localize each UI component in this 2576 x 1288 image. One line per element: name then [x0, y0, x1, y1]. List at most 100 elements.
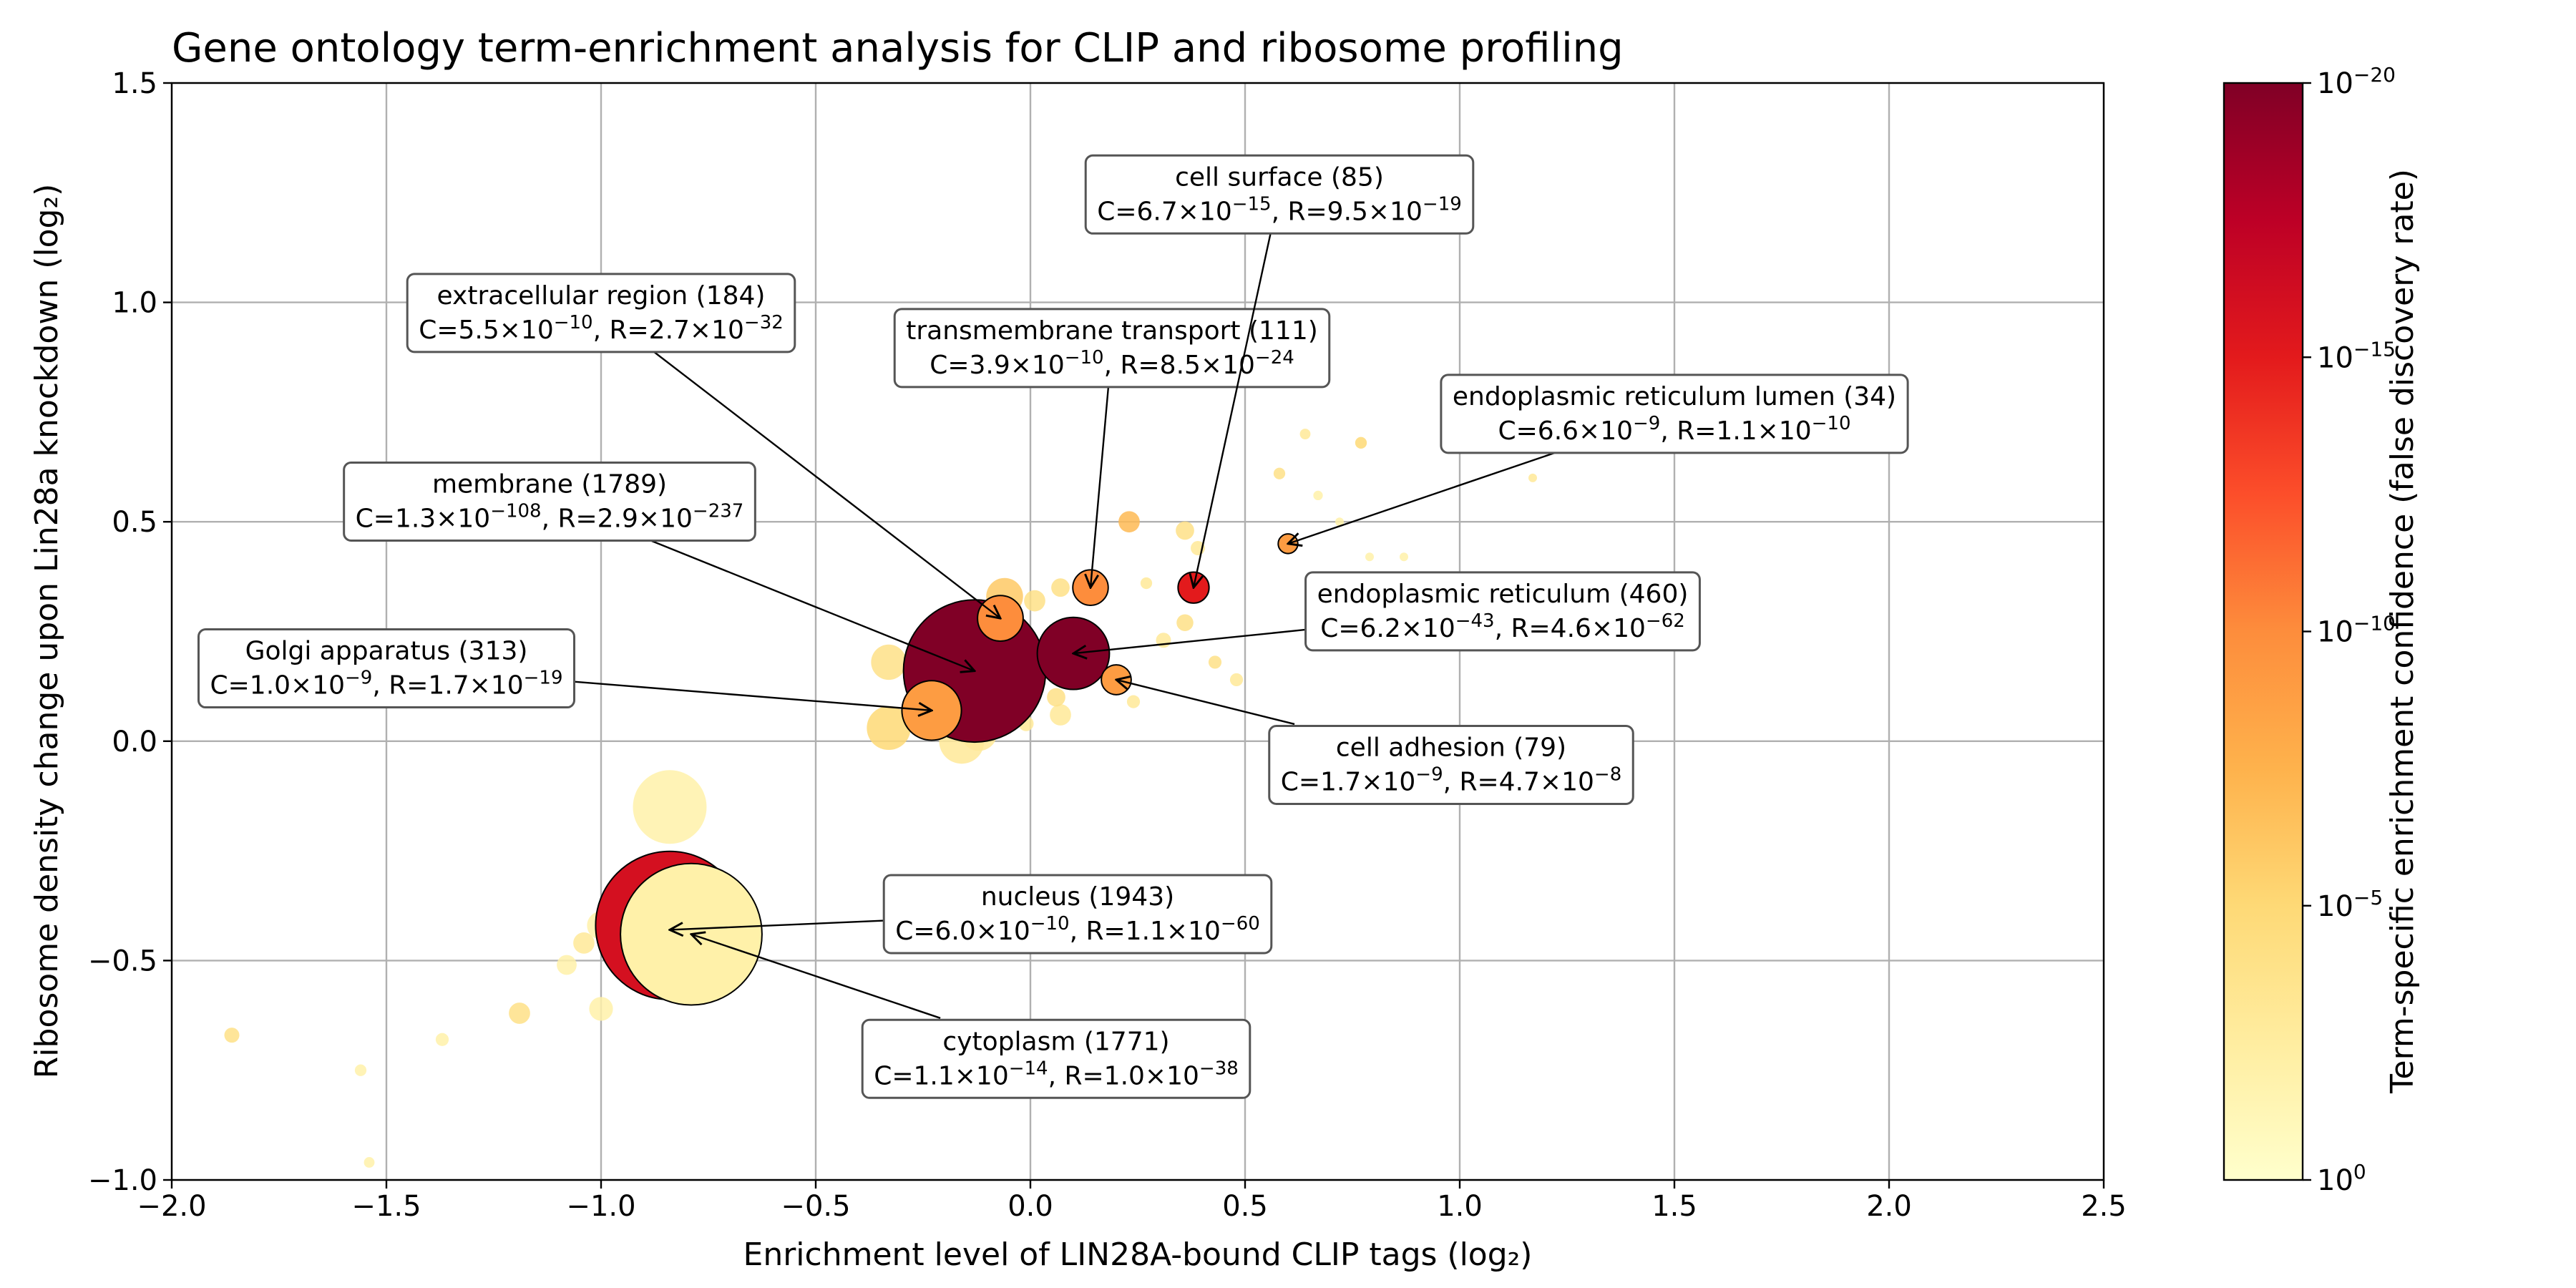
term-point — [1335, 517, 1344, 527]
term-point — [354, 1064, 367, 1076]
annotation-exponent: −108 — [490, 501, 541, 522]
annotation-arrow — [651, 349, 1000, 618]
y-tick-label: 0.0 — [112, 726, 157, 758]
term-point — [224, 1028, 240, 1043]
annotation-exponent: −43 — [1455, 610, 1495, 632]
annotation-box — [1084, 154, 1475, 235]
y-tick-label: 1.0 — [112, 287, 157, 320]
annotation: endoplasmic reticulum lumen (34)C=6.6×10… — [1288, 374, 1909, 544]
annotation: Golgi apparatus (313)C=1.0×10−9, R=1.7×1… — [197, 628, 932, 711]
x-axis-ticks: −2.0 −1.5 −1.0 −0.5 0.0 0.5 1.0 1.5 2.0 2.5 — [137, 1180, 2127, 1223]
annotation-values: C=1.7×10−9, R=4.7×10−8 — [1281, 763, 1621, 796]
annotation: cytoplasm (1771)C=1.1×10−14, R=1.0×10−38 — [691, 935, 1252, 1099]
annotation-box — [197, 628, 576, 709]
annotation-box — [406, 273, 796, 353]
annotation-arrow — [1091, 385, 1110, 587]
term-point — [1229, 673, 1244, 687]
annotation: nucleus (1943) C=6.0×10−10, R=1.1×10−60 — [670, 874, 1273, 955]
term-point — [867, 706, 911, 751]
annotation-exponent: −15 — [1232, 193, 1272, 215]
annotation-box — [882, 874, 1273, 955]
colorbar-tick-exponent: −10 — [2353, 612, 2396, 635]
plot-frame — [170, 82, 2105, 1181]
x-tick-label: 2.5 — [2081, 1190, 2127, 1223]
annotation-mantissa: C=1.7×10 — [1281, 767, 1416, 796]
y-axis-ticks: −1.0 −0.5 0.0 0.5 1.0 1.5 — [88, 67, 172, 1197]
annotation-term: cytoplasm (1771) — [942, 1027, 1169, 1056]
annotation: cell adhesion (79)C=1.7×10−9, R=4.7×10−8 — [1116, 680, 1634, 805]
annotation-term: membrane (1789) — [432, 470, 667, 499]
annotation-mantissa: C=1.1×10 — [874, 1061, 1009, 1091]
annotation: membrane (1789) C=1.3×10−108, R=2.9×10−23… — [343, 462, 975, 671]
annotation-values: C=6.7×10−15, R=9.5×10−19 — [1097, 193, 1462, 226]
term-point — [1051, 578, 1070, 597]
annotation-box — [861, 1018, 1252, 1099]
x-tick-label: 0.0 — [1008, 1190, 1053, 1223]
term-point — [1176, 614, 1194, 631]
term-point — [589, 997, 613, 1021]
annotation-exponent: −9 — [1415, 763, 1443, 785]
annotation-mantissa: C=1.3×10 — [356, 504, 491, 534]
term-point — [871, 644, 907, 680]
annotation-mantissa: , R=1.1×10 — [1070, 917, 1221, 946]
annotation-exponent: −9 — [345, 668, 372, 689]
annotation-exponent: −38 — [1199, 1058, 1239, 1079]
term-point — [435, 1033, 449, 1046]
colorbar-tick-base: 10 — [2317, 890, 2353, 923]
annotation-box — [1440, 374, 1909, 454]
annotation-exponent: −62 — [1646, 610, 1685, 632]
y-tick-label: −1.0 — [88, 1164, 157, 1197]
colorbar-tick-base: 10 — [2317, 1164, 2353, 1197]
x-tick-label: −2.0 — [137, 1190, 206, 1223]
annotation-arrow — [1073, 628, 1306, 653]
annotation-mantissa: C=6.2×10 — [1320, 614, 1455, 643]
annotation-mantissa: C=5.5×10 — [419, 316, 554, 345]
x-tick-label: −1.5 — [351, 1190, 421, 1223]
annotation-exponent: −24 — [1255, 347, 1294, 369]
annotation-exponent: −19 — [524, 668, 563, 689]
annotation-mantissa: , R=9.5×10 — [1272, 197, 1423, 226]
colorbar-tick-base: 10 — [2317, 616, 2353, 649]
annotation-values: C=3.9×10−10, R=8.5×10−24 — [930, 347, 1294, 380]
x-tick-label: 1.0 — [1437, 1190, 1483, 1223]
annotation-mantissa: , R=4.7×10 — [1443, 767, 1594, 796]
annotation-mantissa: , R=1.1×10 — [1660, 416, 1811, 446]
annotation-exponent: −60 — [1221, 913, 1260, 935]
annotations: membrane (1789) C=1.3×10−108, R=2.9×10−23… — [197, 154, 1909, 1099]
annotation-mantissa: , R=1.0×10 — [1048, 1061, 1199, 1091]
annotation-exponent: −237 — [693, 501, 743, 522]
colorbar-tick-label: 10−15 — [2317, 337, 2396, 374]
annotation-mantissa: C=6.0×10 — [895, 917, 1030, 946]
colorbar-tick-base: 10 — [2317, 67, 2353, 100]
term-point — [1024, 590, 1045, 612]
x-tick-label: −1.0 — [566, 1190, 635, 1223]
term-point — [1355, 436, 1367, 449]
annotation-values: C=1.1×10−14, R=1.0×10−38 — [874, 1058, 1239, 1091]
annotation-arrow — [1116, 680, 1295, 726]
annotation-mantissa: C=1.0×10 — [210, 671, 345, 701]
colorbar-tick-exponent: −15 — [2353, 337, 2396, 361]
term-point — [557, 955, 577, 975]
annotation-box — [343, 462, 756, 542]
annotation-mantissa: , R=2.9×10 — [542, 504, 693, 534]
term-point — [1140, 577, 1153, 590]
annotation-term: extracellular region (184) — [437, 281, 766, 311]
annotation-exponent: −10 — [1030, 913, 1070, 935]
y-tick-label: −0.5 — [88, 945, 157, 977]
annotation-box — [893, 308, 1331, 389]
annotation-term: nucleus (1943) — [981, 882, 1174, 912]
chart-title: Gene ontology term-enrichment analysis f… — [172, 25, 1624, 72]
annotation-mantissa: C=3.9×10 — [930, 351, 1065, 380]
annotation-exponent: −19 — [1423, 193, 1462, 215]
term-point — [1273, 467, 1286, 479]
annotation-term: transmembrane transport (111) — [906, 316, 1318, 346]
annotation-values: C=6.2×10−43, R=4.6×10−62 — [1320, 610, 1685, 643]
colorbar-tick-label: 100 — [2317, 1160, 2366, 1197]
colorbar-label: Term-specific enrichment confidence (fal… — [2384, 169, 2421, 1094]
annotation-values: C=6.6×10−9, R=1.1×10−10 — [1498, 413, 1850, 446]
annotation-exponent: −9 — [1633, 413, 1660, 434]
annotation-arrow — [574, 680, 932, 711]
term-point — [573, 932, 595, 954]
